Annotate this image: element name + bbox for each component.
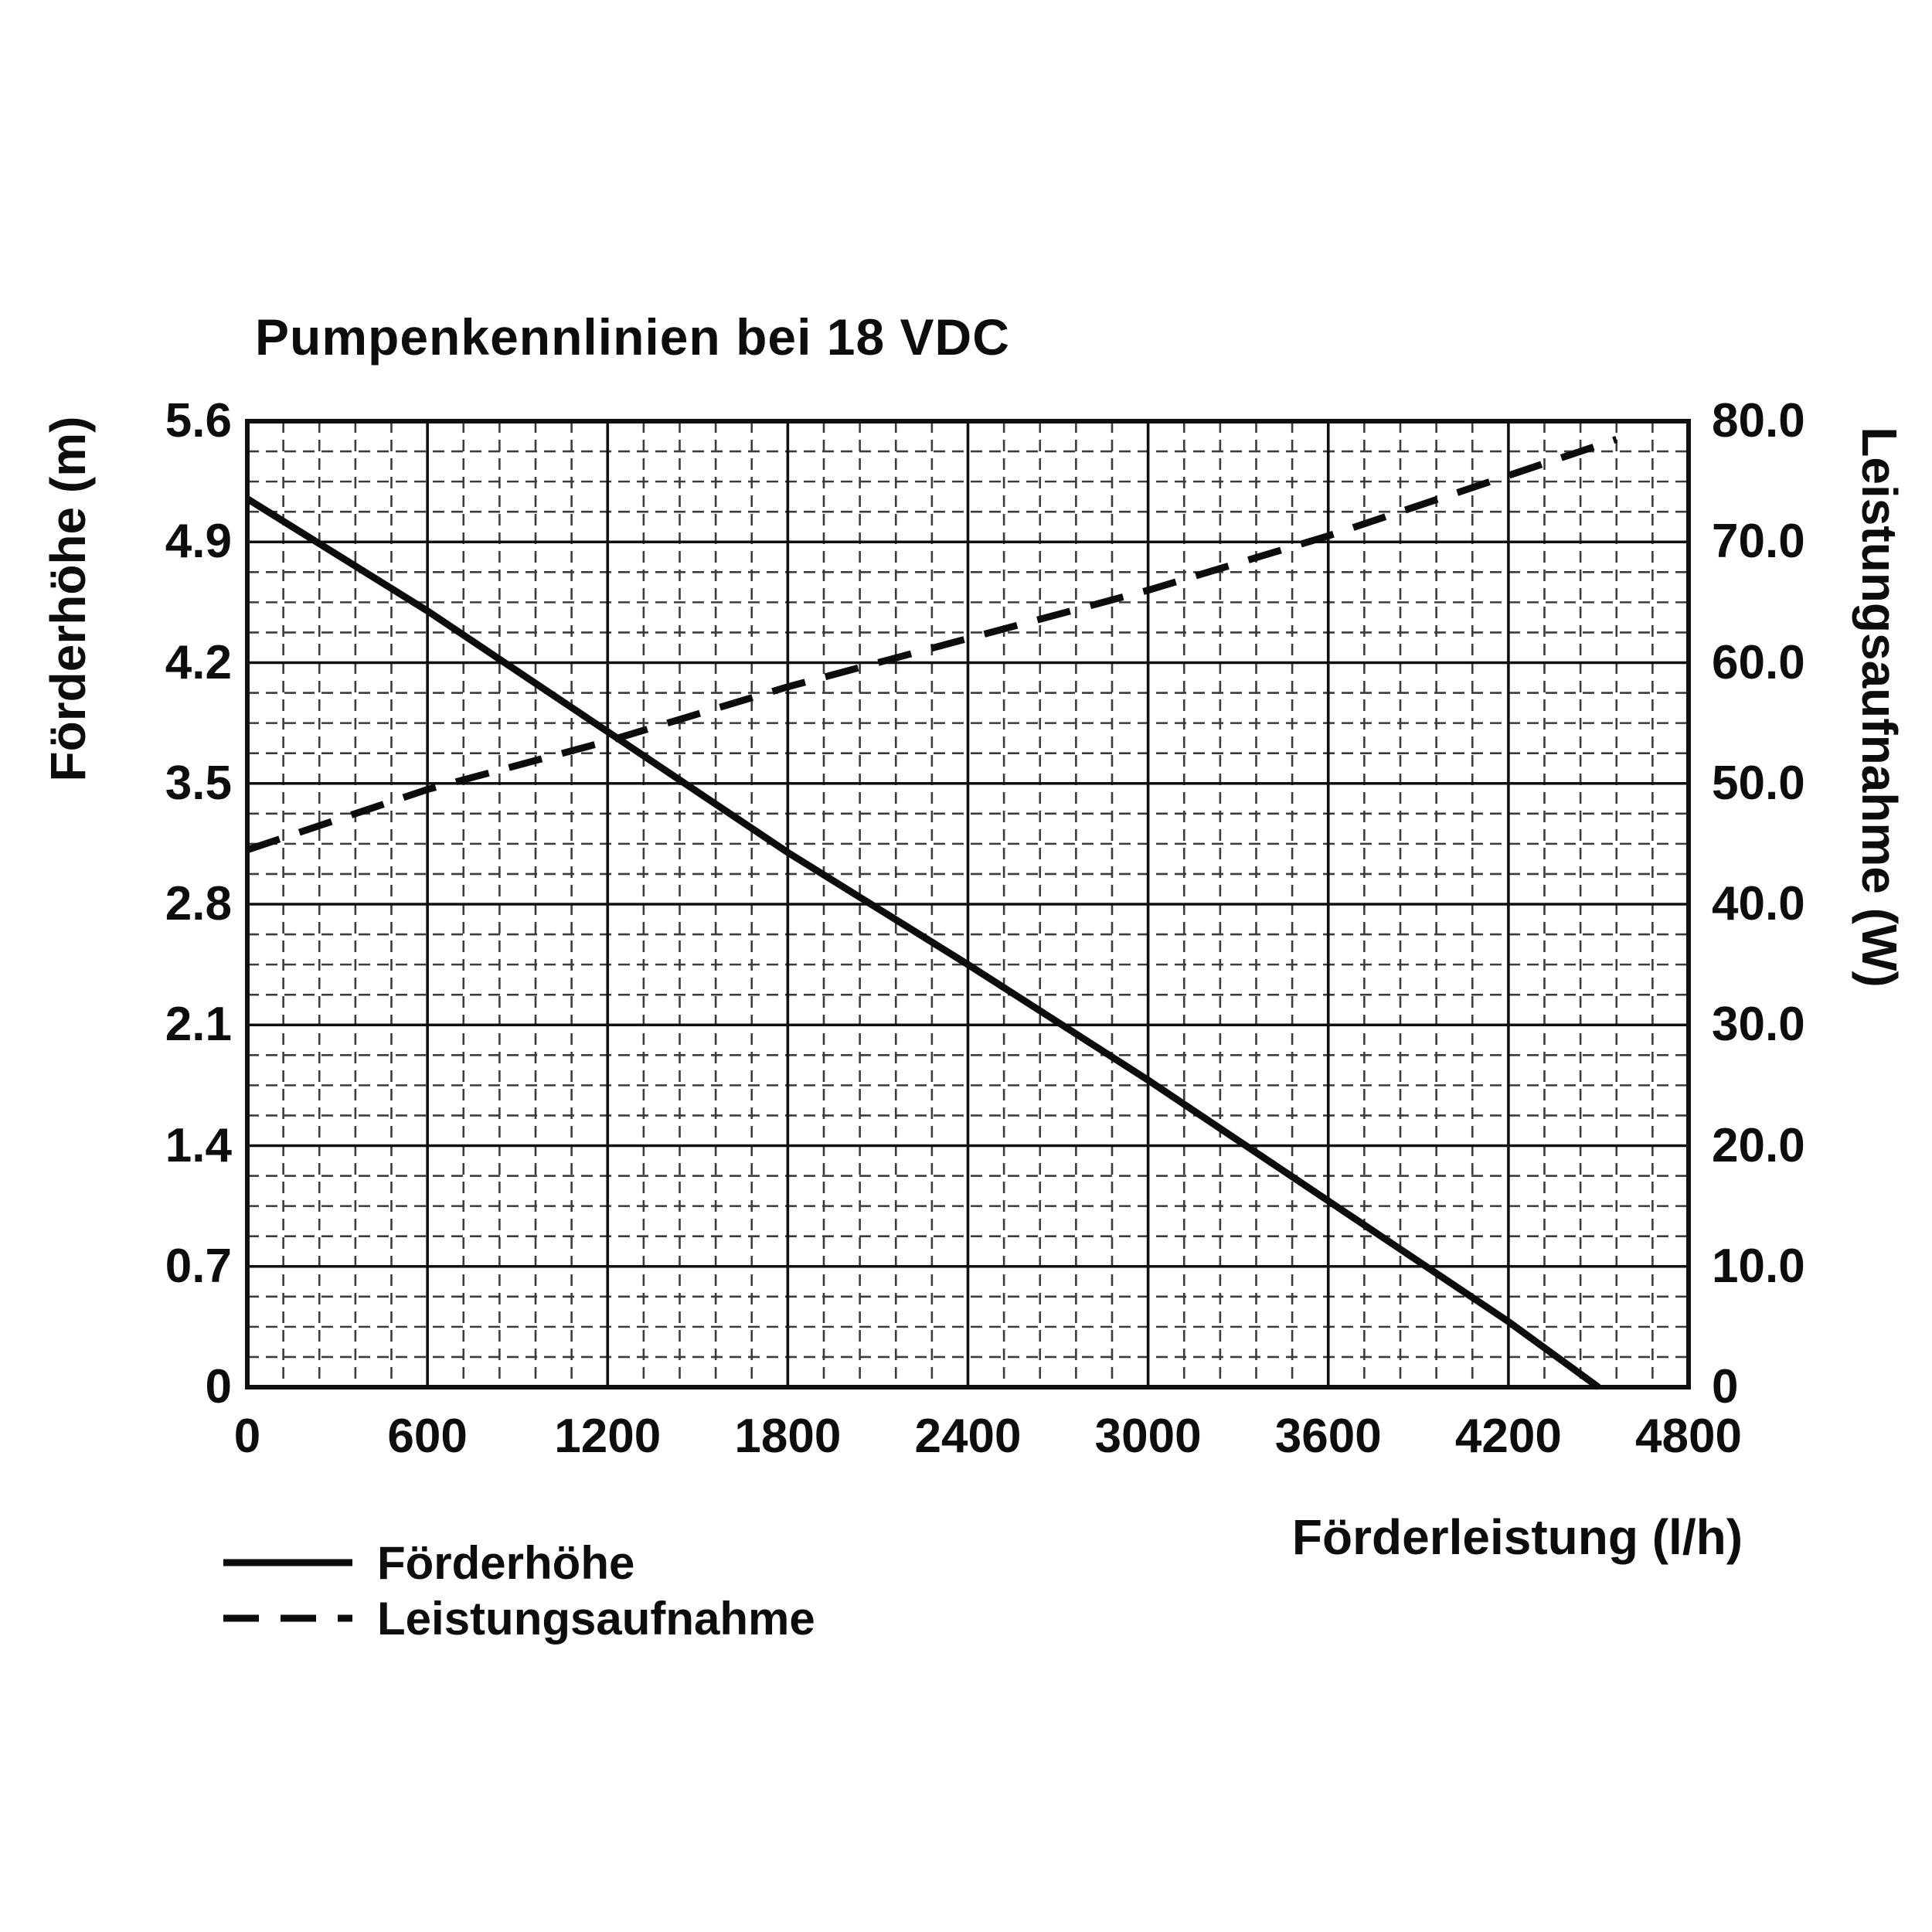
y-tick-left: 3.5 [165,756,232,810]
legend-item-leistungsaufnahme: Leistungsaufnahme [220,1590,815,1646]
y-tick-right: 70.0 [1712,515,1805,569]
x-tick: 4200 [1454,1410,1562,1463]
y-tick-left: 5.6 [165,394,232,447]
legend-item-foerderhoehe: Förderhöhe [220,1535,815,1590]
x-tick: 1200 [554,1410,662,1463]
chart-title: Pumpenkennlinien bei 18 VDC [255,308,1010,366]
legend-label-leistungsaufnahme: Leistungsaufnahme [377,1592,815,1645]
y-tick-left: 4.2 [165,635,232,689]
y-tick-left: 0.7 [165,1239,232,1293]
legend-label-foerderhoehe: Förderhöhe [377,1536,635,1589]
y-tick-left: 4.9 [165,515,232,569]
y-tick-right: 60.0 [1712,635,1805,689]
x-tick: 2400 [914,1410,1022,1463]
legend: Förderhöhe Leistungsaufnahme [220,1535,815,1646]
plot-border [245,419,1691,1389]
dashed-line-icon [223,1614,352,1622]
y-tick-right: 10.0 [1712,1239,1805,1293]
x-tick: 1800 [734,1410,842,1463]
x-axis-label: Förderleistung (l/h) [1291,1509,1743,1565]
y-tick-left: 1.4 [165,1118,232,1172]
x-tick: 600 [387,1410,468,1463]
series-line-solid [245,495,1601,1390]
solid-line-icon [223,1559,352,1566]
series-line-dashed [246,436,1618,853]
y-tick-left: 0 [205,1360,232,1413]
y-tick-right: 40.0 [1712,877,1805,930]
x-tick: 3000 [1094,1410,1202,1463]
y-tick-left: 2.1 [165,998,232,1052]
y-tick-left: 2.8 [165,877,232,930]
y-tick-right: 20.0 [1712,1118,1805,1172]
y-tick-right: 80.0 [1712,394,1805,447]
x-tick: 0 [233,1410,261,1463]
x-tick: 3600 [1274,1410,1382,1463]
x-tick: 4800 [1635,1410,1742,1463]
y-tick-right: 50.0 [1712,756,1805,810]
y-tick-right: 0 [1712,1360,1739,1413]
y-tick-right: 30.0 [1712,998,1805,1052]
